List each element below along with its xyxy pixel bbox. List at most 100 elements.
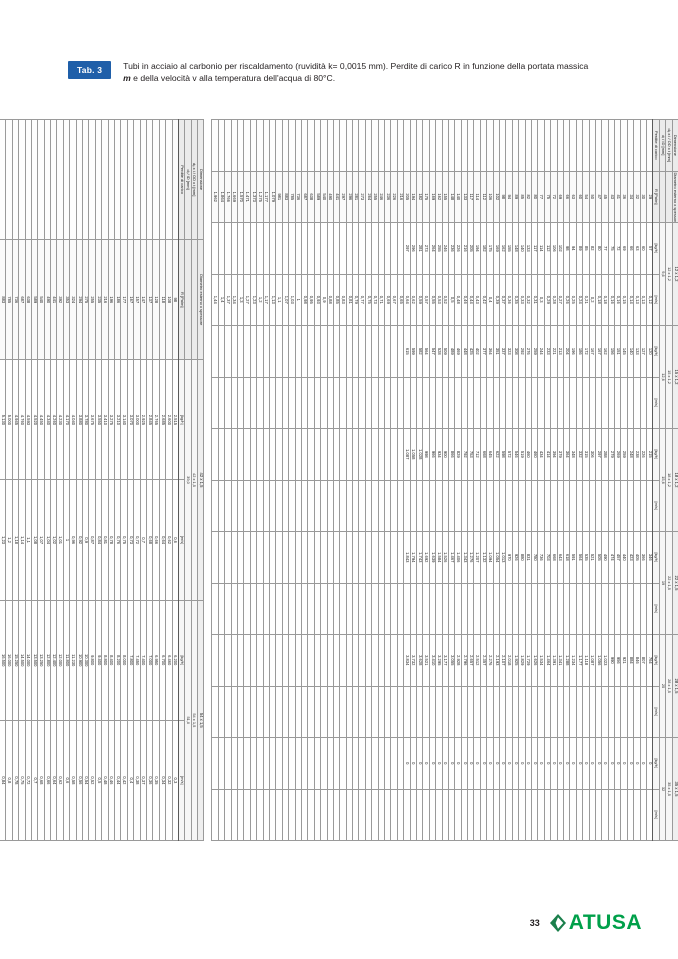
massflow-value: 9.800 (88, 600, 96, 721)
velocity-value (499, 583, 506, 635)
massflow-value: 151 (614, 325, 621, 377)
velocity-value: 0,2 (589, 274, 596, 326)
massflow-value (231, 325, 238, 377)
massflow-value (263, 222, 270, 274)
velocity-value (365, 583, 372, 635)
massflow-value: 3.880 (76, 359, 83, 480)
velocity-value: 0,84 (0, 720, 6, 841)
massflow-value: 238 (633, 428, 641, 480)
velocity-value (410, 789, 417, 841)
table-row: 54 85 0,21 172 315 535 1.118 0 (582, 119, 590, 841)
row-spacer (31, 119, 38, 240)
velocity-value (474, 480, 481, 532)
row-spacer (63, 119, 70, 240)
row-spacer (461, 119, 468, 171)
massflow-value (378, 325, 385, 377)
velocity-value (595, 789, 602, 841)
velocity-value (275, 789, 283, 841)
table-row: 264 0,75 (365, 119, 372, 841)
r-value: 106 (486, 171, 494, 223)
table-row: 281 0,79 (352, 119, 359, 841)
massflow-value (269, 222, 276, 274)
r-value: 29 (646, 171, 653, 223)
massflow-value (211, 428, 219, 480)
massflow-value: 2.600 (165, 359, 173, 480)
massflow-value (378, 222, 385, 274)
massflow-value (256, 428, 264, 480)
massflow-value (339, 737, 347, 789)
massflow-value: 2.018 (505, 634, 513, 686)
velocity-value: 1,4 (218, 274, 225, 326)
table-row: 226 0,67 (390, 119, 398, 841)
velocity-value (518, 480, 526, 532)
table-row: 297 0,83 (339, 119, 347, 841)
velocity-value (339, 686, 347, 738)
velocity-value (614, 377, 621, 429)
massflow-value (282, 634, 289, 686)
massflow-value: 792 (461, 428, 468, 480)
r-value: 36 (620, 171, 628, 223)
velocity-value (275, 480, 283, 532)
r-value: 441 (50, 239, 57, 360)
massflow-value: 106 (550, 222, 558, 274)
table-row: 235 3.550 0,84 9.400 0,5 (95, 119, 102, 841)
velocity-value (371, 583, 379, 635)
massflow-value (371, 531, 379, 583)
massflow-value: 182 (480, 222, 487, 274)
velocity-value: 0,34 (159, 720, 166, 841)
massflow-value: 4.450 (37, 359, 45, 480)
massflow-value: 117 (531, 222, 538, 274)
massflow-value (250, 325, 257, 377)
table-row: 175 273 0,57 564 998 1.692 3.521 0 (422, 119, 430, 841)
header-massflow-unit: [kg/h] (652, 428, 660, 480)
massflow-value: 0 (569, 737, 577, 789)
r-value: 589 (31, 239, 38, 360)
massflow-value: 884 (627, 634, 634, 686)
massflow-value: 80 (595, 222, 602, 274)
massflow-value (288, 531, 296, 583)
massflow-value (397, 428, 404, 480)
massflow-value: 112 (544, 222, 551, 274)
velocity-value (263, 583, 270, 635)
velocity-value: 0,62 (410, 274, 417, 326)
velocity-value (314, 480, 321, 532)
massflow-value (218, 737, 225, 789)
velocity-value (218, 583, 225, 635)
velocity-value (352, 583, 359, 635)
table-row: 883 1,07 (282, 119, 289, 841)
r-value: 118 (159, 239, 166, 360)
velocity-value (493, 583, 500, 635)
massflow-value (218, 634, 225, 686)
velocity-value (601, 377, 609, 429)
massflow-value: 0 (512, 737, 519, 789)
velocity-value (250, 480, 257, 532)
velocity-value (461, 583, 468, 635)
velocity-value (467, 480, 474, 532)
velocity-value: 1 (295, 274, 302, 326)
table-row: 236 0,69 (384, 119, 391, 841)
velocity-value: 0,78 (12, 720, 19, 841)
massflow-value: 248 (627, 428, 634, 480)
velocity-value (601, 789, 609, 841)
header-velocity-unit: [m/s] (652, 377, 660, 429)
velocity-value (333, 377, 340, 429)
velocity-value (435, 789, 443, 841)
massflow-value: 3.675 (88, 359, 96, 480)
massflow-value (378, 531, 385, 583)
massflow-value: 2.925 (140, 359, 147, 480)
table-row: 785 1,03 (288, 119, 296, 841)
group-header-54-x-1-5: 54 x 1,5 (197, 600, 204, 841)
massflow-value: 133 (633, 325, 641, 377)
massflow-value: 244 (537, 325, 545, 377)
velocity-value (224, 480, 232, 532)
massflow-value (256, 222, 264, 274)
massflow-value: 8.200 (114, 600, 121, 721)
massflow-value: 281 (416, 222, 423, 274)
table-row: 34 66 0,14 140 248 423 884 0 (627, 119, 634, 841)
header-row-od: dₑ x i / OD x t [mm] 12 x 1,2 15 x 1,2 18 x… (665, 119, 673, 841)
massflow-value (250, 428, 257, 480)
r-value: 98 (499, 171, 506, 223)
table-body-block-1: Dimensione Diametro esterno x spessore 12 … (211, 119, 678, 841)
massflow-value: 1.464 (544, 634, 551, 686)
massflow-value (288, 737, 296, 789)
